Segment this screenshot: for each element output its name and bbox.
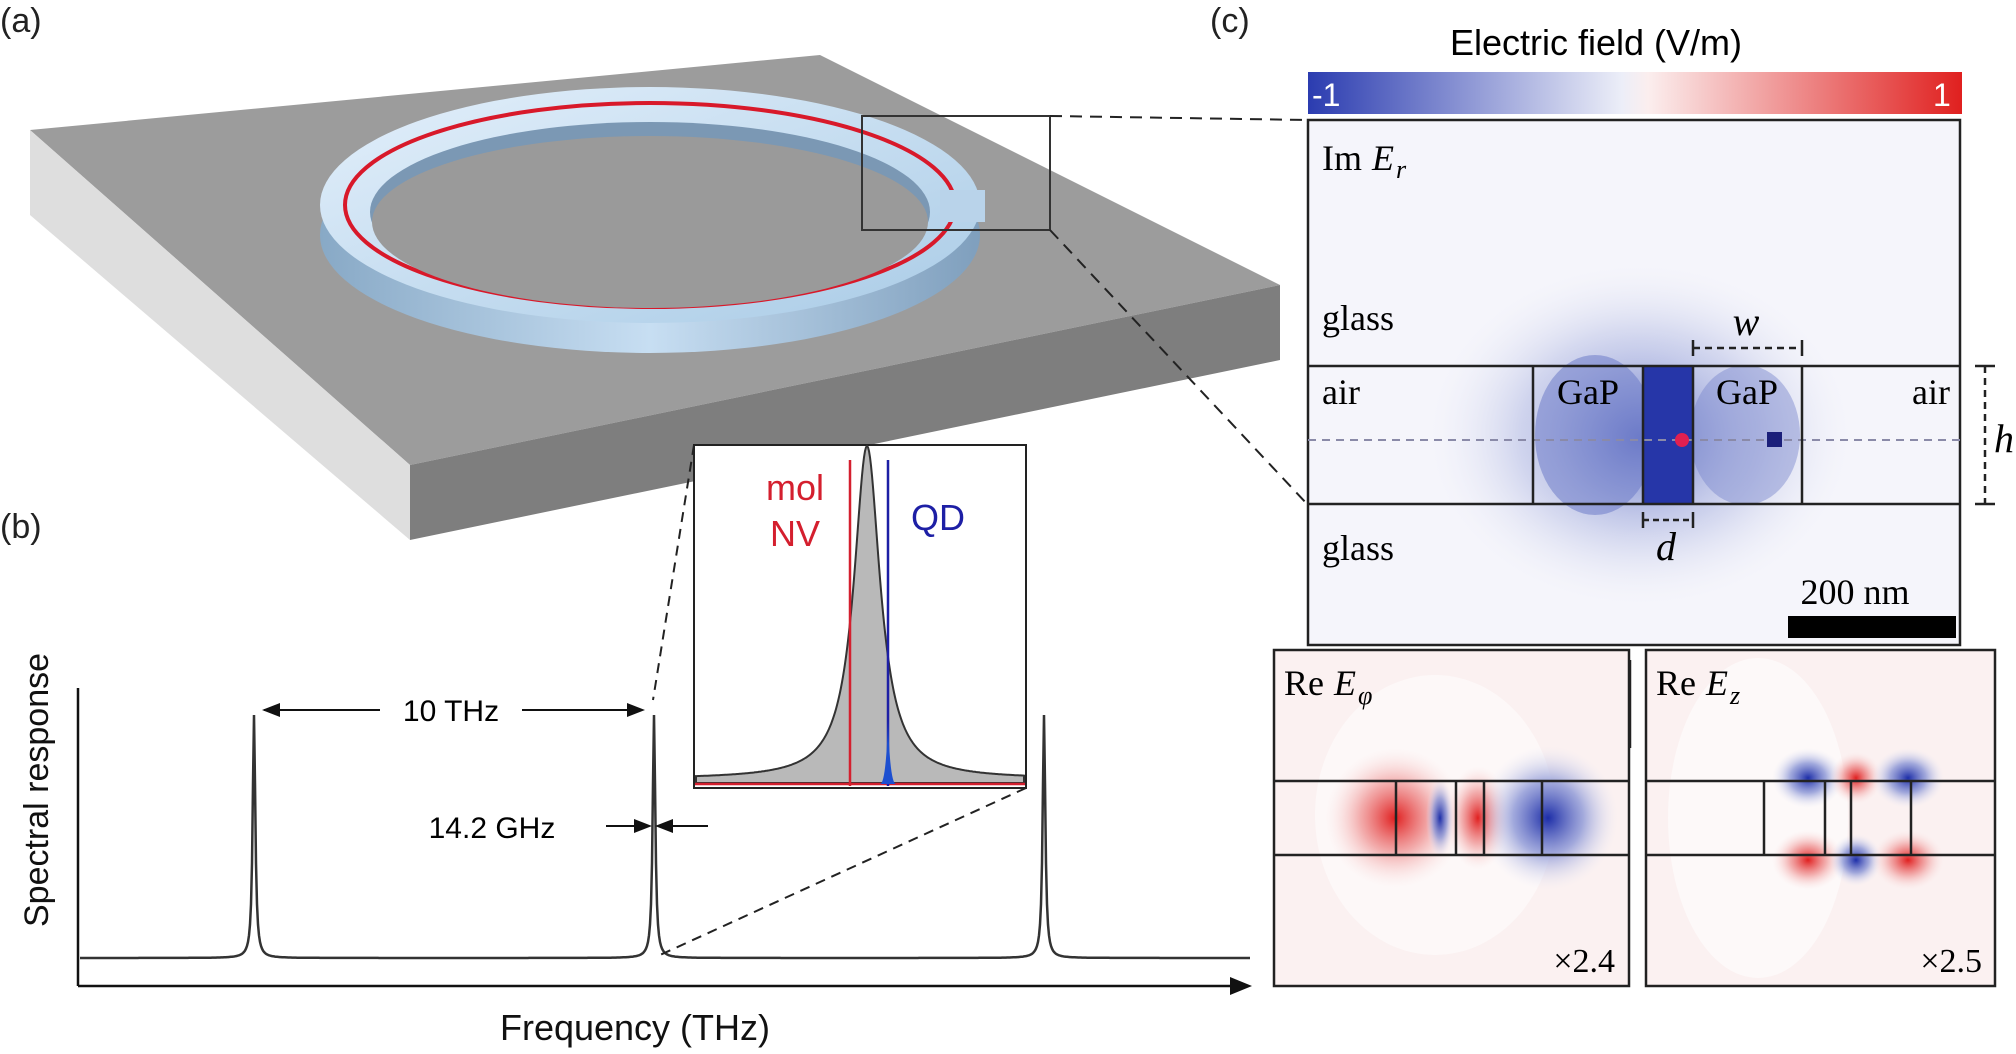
h-dimension: h	[1975, 364, 2014, 506]
linewidth-annotation: 14.2 GHz	[429, 812, 708, 845]
panel-b-label: (b)	[0, 508, 42, 546]
phi-scale: ×2.4	[1553, 943, 1615, 980]
fsr-annotation: 10 THz	[262, 695, 645, 728]
glass-top-label: glass	[1322, 298, 1394, 338]
main-component-symbol: E	[1371, 138, 1394, 178]
phi-symbol: E	[1333, 663, 1356, 703]
glass-bottom-label: glass	[1322, 528, 1394, 568]
emitter-marker-circle	[1675, 433, 1689, 447]
gap-left-label: GaP	[1557, 372, 1619, 412]
z-prefix: Re	[1656, 663, 1696, 703]
field-map-re-ez: Re E z ×2.5	[1644, 648, 1997, 988]
inset-peak	[695, 444, 1025, 784]
d-label: d	[1656, 524, 1677, 569]
colorbar-min: -1	[1312, 77, 1340, 113]
ring-resonator	[320, 87, 985, 353]
z-scale: ×2.5	[1920, 943, 1982, 980]
gap-right-label: GaP	[1716, 372, 1778, 412]
air-left-label: air	[1322, 372, 1360, 412]
fsr-label: 10 THz	[403, 695, 499, 728]
panel-c: (c) Electric field (V/m) -1 1	[1210, 2, 2014, 988]
linewidth-label: 14.2 GHz	[429, 812, 556, 845]
h-label: h	[1994, 416, 2014, 461]
colorbar: Electric field (V/m) -1 1	[1308, 22, 1962, 114]
panel-c-label: (c)	[1210, 2, 1250, 40]
main-component-subscript: r	[1396, 155, 1407, 184]
colorbar-max: 1	[1933, 77, 1951, 113]
air-right-label: air	[1912, 372, 1950, 412]
d-dimension: d	[1641, 512, 1695, 569]
z-subscript: z	[1729, 681, 1740, 710]
field-map-re-ephi: Re E φ ×2.4	[1272, 648, 1631, 988]
panel-a-label: (a)	[0, 2, 42, 40]
w-dimension: w	[1691, 299, 1804, 356]
w-label: w	[1733, 299, 1760, 344]
x-axis-label: Frequency (THz)	[500, 1007, 770, 1048]
z-symbol: E	[1705, 663, 1728, 703]
scale-bar-label: 200 nm	[1800, 572, 1909, 612]
qd-label: QD	[911, 497, 965, 538]
qd-peak	[880, 720, 896, 784]
main-component-prefix: Im	[1322, 138, 1362, 178]
inset-zoom: mol NV QD	[693, 444, 1027, 789]
spectrum-line	[80, 714, 1250, 960]
phi-prefix: Re	[1284, 663, 1324, 703]
nv-label: NV	[770, 513, 820, 554]
field-map-im-er: Im E r glass glass air air GaP GaP w h	[1306, 118, 2014, 647]
mol-label: mol	[766, 467, 824, 508]
panel-b: (b) Spectral response Frequency (THz) 10…	[0, 444, 1252, 1048]
panel-a: (a)	[0, 2, 1309, 540]
scale-bar: 200 nm	[1788, 572, 1956, 638]
colorbar-title: Electric field (V/m)	[1450, 22, 1742, 63]
y-axis-label: Spectral response	[18, 653, 56, 927]
emitter-marker-square	[1767, 432, 1782, 447]
axes	[76, 688, 1252, 995]
phi-subscript: φ	[1358, 681, 1372, 710]
zoom-box	[861, 115, 1051, 231]
